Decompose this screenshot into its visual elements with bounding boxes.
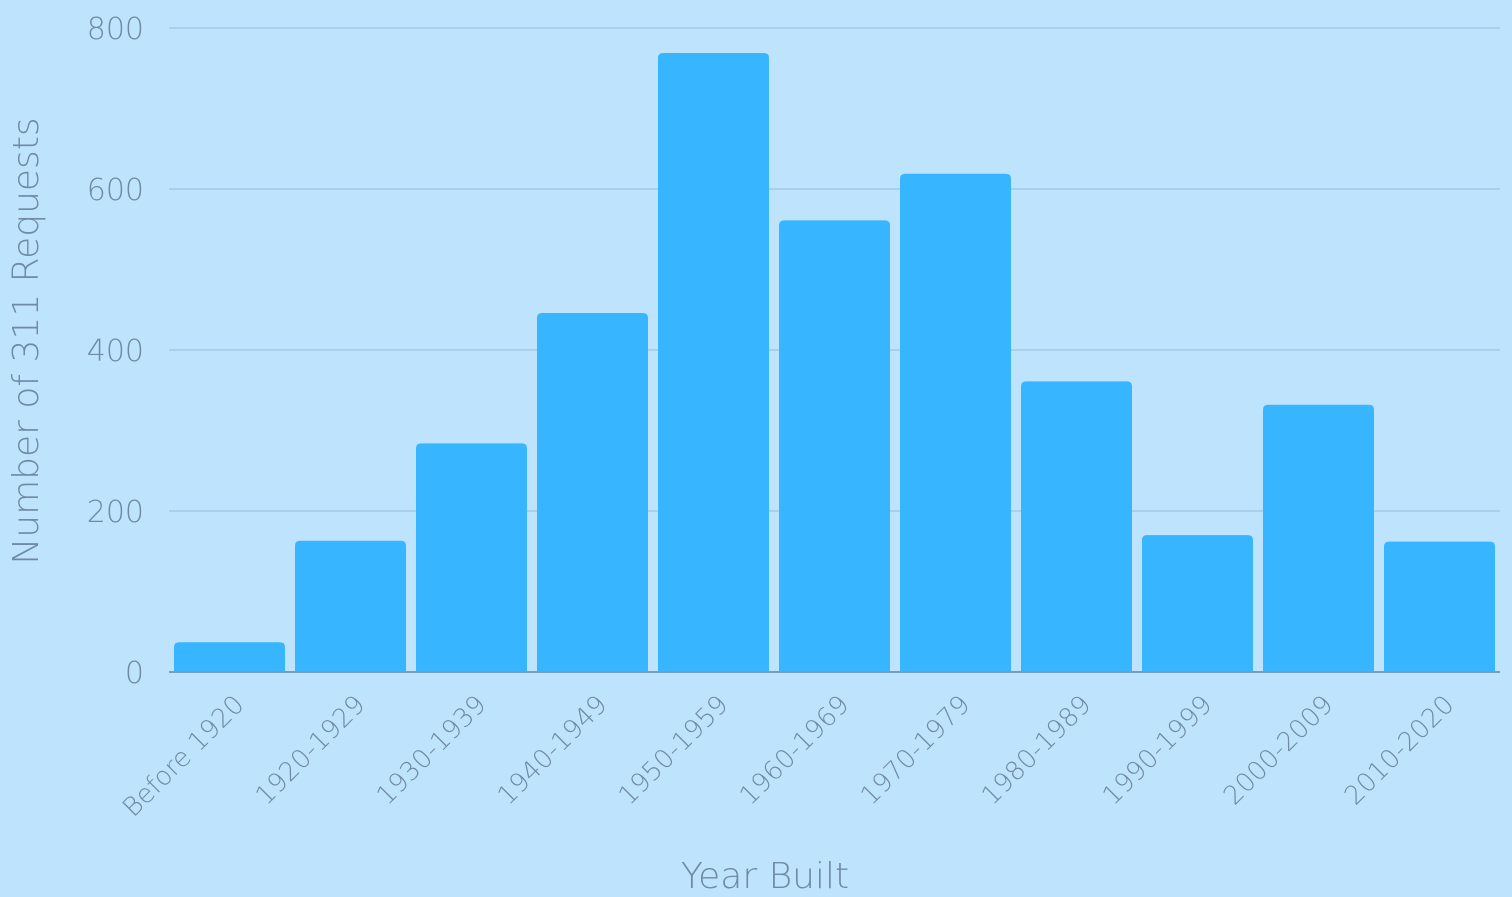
labels: 0 200 400 600 800 Before 1920 1920-1929 1930-19…: [87, 12, 1461, 823]
bar-11[interactable]: [1384, 541, 1495, 672]
x-tick-label: 1990-1999: [1097, 690, 1218, 811]
x-tick-label: 1960-1969: [734, 690, 855, 811]
y-tick-label: 600: [87, 173, 144, 208]
bar-6[interactable]: [779, 220, 890, 672]
bar-8[interactable]: [1021, 381, 1132, 672]
x-tick-label: 1950-1959: [613, 690, 734, 811]
y-tick-label: 400: [87, 334, 144, 369]
bar-10[interactable]: [1263, 404, 1374, 672]
x-tick-label: 1970-1979: [855, 690, 976, 811]
x-tick-label: 1920-1929: [250, 690, 371, 811]
bar-3[interactable]: [416, 443, 527, 672]
x-tick-label: Before 1920: [117, 690, 250, 823]
y-tick-label: 800: [87, 12, 144, 47]
bar-9[interactable]: [1142, 535, 1253, 672]
bar-5[interactable]: [658, 52, 769, 672]
x-tick-label: 2000-2009: [1218, 690, 1339, 811]
bar-2[interactable]: [295, 540, 406, 672]
x-tick-label: 1980-1989: [976, 690, 1097, 811]
bar-1[interactable]: [174, 642, 285, 672]
bars: [174, 52, 1495, 672]
y-tick-label: 200: [87, 495, 144, 530]
x-tick-label: 1940-1949: [492, 690, 613, 811]
y-axis-title: Number of 311 Requests: [6, 117, 47, 564]
x-axis-title: Year Built: [681, 856, 849, 897]
bar-4[interactable]: [537, 312, 648, 672]
x-tick-label: 2010-2020: [1339, 690, 1460, 811]
bar-7[interactable]: [900, 173, 1011, 672]
y-tick-label: 0: [125, 656, 144, 691]
x-tick-label: 1930-1939: [371, 690, 492, 811]
